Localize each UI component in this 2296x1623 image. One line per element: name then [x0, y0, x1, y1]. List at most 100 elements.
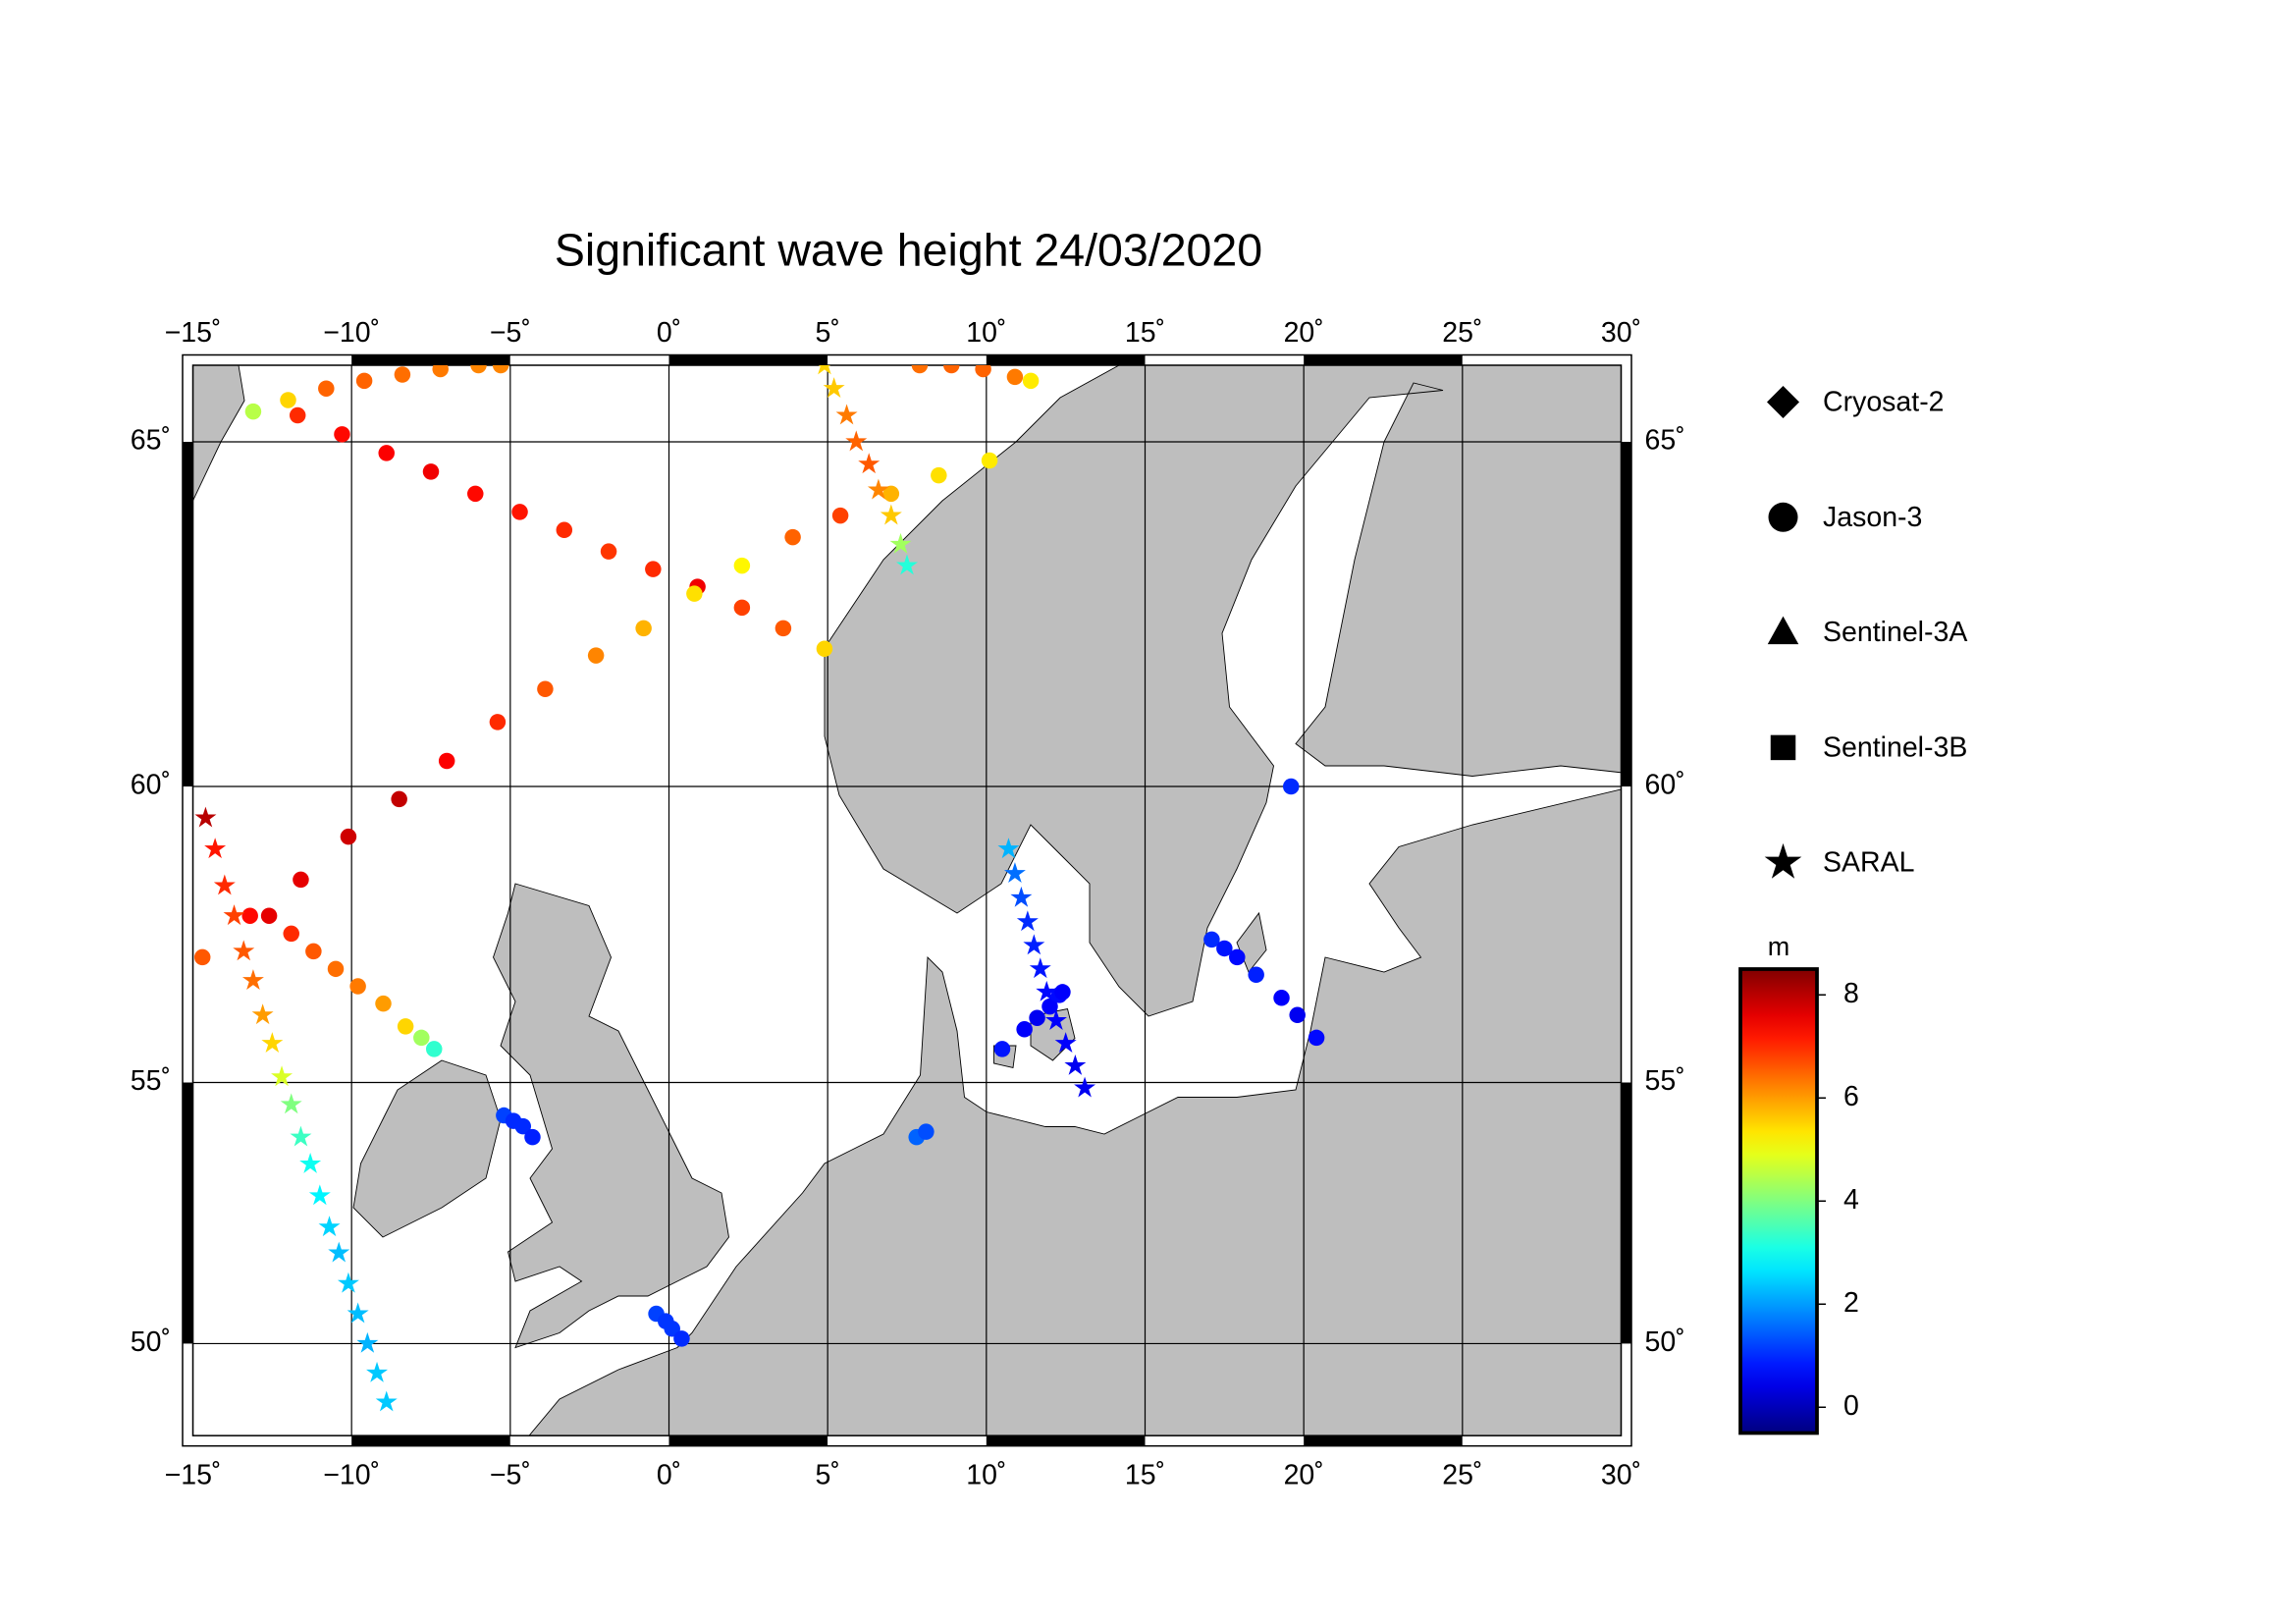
data-point: [422, 463, 440, 480]
data-point: [587, 647, 605, 664]
frame-band: [986, 354, 1146, 365]
data-point: [327, 960, 345, 978]
lon-tick-label: 30˚: [1601, 1460, 1641, 1491]
frame-band: [351, 354, 510, 365]
lon-tick-label: 15˚: [1125, 317, 1165, 349]
data-point: [880, 504, 902, 525]
data-point: [600, 543, 617, 560]
lat-tick-label: 50˚: [1645, 1326, 1685, 1358]
data-point: [537, 680, 554, 698]
legend-label: Sentinel-3B: [1823, 731, 1967, 763]
data-point: [438, 752, 455, 770]
legend-label: Cryosat-2: [1823, 387, 1945, 418]
lat-tick-label: 55˚: [131, 1065, 171, 1097]
data-point: [347, 1302, 369, 1324]
data-point: [1308, 1029, 1325, 1047]
scandinavia: [824, 365, 1622, 1017]
frame-band: [509, 354, 669, 365]
lon-tick-label: 5˚: [815, 317, 839, 349]
legend-label: Jason-3: [1823, 502, 1922, 533]
data-point: [290, 1125, 312, 1147]
data-point: [845, 430, 868, 452]
data-point: [289, 406, 306, 424]
lon-tick-label: 30˚: [1601, 317, 1641, 349]
data-point: [328, 1241, 350, 1263]
data-point: [918, 1123, 934, 1140]
data-point: [1273, 990, 1290, 1006]
frame-band: [1304, 1435, 1463, 1446]
data-point: [733, 557, 751, 574]
data-point: [318, 380, 335, 397]
lon-tick-label: 0˚: [657, 1460, 681, 1491]
data-point: [645, 561, 662, 577]
data-point: [1289, 1006, 1306, 1024]
tracks: [193, 365, 1325, 1412]
data-point: [280, 392, 296, 408]
data-point: [981, 452, 998, 469]
frame-band: [986, 1435, 1146, 1446]
data-point: [867, 478, 889, 500]
data-point: [413, 1029, 430, 1047]
lon-tick-label: −5˚: [490, 317, 531, 349]
lat-tick-label: 60˚: [131, 770, 171, 801]
data-point: [784, 528, 801, 546]
lon-tick-label: 15˚: [1125, 1460, 1165, 1491]
data-point: [823, 377, 845, 399]
frame: [182, 353, 1632, 1447]
data-point: [1054, 984, 1071, 1001]
frame-band: [183, 1343, 193, 1436]
colorbar-tick-label: 2: [1843, 1287, 1859, 1319]
frame-band: [1462, 354, 1622, 365]
frame-band: [1145, 354, 1305, 365]
data-point: [733, 599, 751, 617]
data-point: [334, 426, 350, 443]
data-point: [375, 995, 392, 1012]
frame-band: [828, 1435, 987, 1446]
colorbar-tick-label: 8: [1843, 978, 1859, 1009]
data-point: [673, 1330, 690, 1347]
data-point: [425, 1041, 443, 1057]
data-point: [975, 365, 991, 378]
data-point: [514, 1117, 532, 1135]
data-point: [260, 907, 278, 924]
frame-band: [183, 365, 193, 442]
colorbar-tick-label: 4: [1843, 1184, 1859, 1216]
data-point: [556, 521, 573, 539]
data-point: [375, 1390, 398, 1412]
data-point: [835, 404, 858, 425]
lon-tick-label: 25˚: [1442, 317, 1482, 349]
lon-tick-label: −10˚: [323, 317, 380, 349]
data-point: [244, 403, 262, 420]
data-point: [337, 1271, 359, 1293]
data-point: [1022, 372, 1040, 390]
legend-label: SARAL: [1823, 847, 1914, 879]
data-point: [1041, 998, 1058, 1015]
lat-tick-label: 50˚: [131, 1326, 171, 1358]
data-point: [194, 806, 217, 828]
data-point: [1282, 778, 1300, 795]
land: [192, 365, 1622, 1436]
lat-tick-label: 65˚: [1645, 425, 1685, 457]
frame-band: [183, 1082, 193, 1344]
lon-tick-label: 20˚: [1284, 317, 1324, 349]
colorbar-unit: m: [1768, 932, 1790, 961]
lon-tick-label: −15˚: [165, 317, 222, 349]
data-point: [858, 453, 881, 474]
data-point: [1029, 957, 1051, 979]
lat-tick-label: 65˚: [131, 425, 171, 457]
lat-tick-label: 55˚: [1645, 1065, 1685, 1097]
lon-tick-label: 25˚: [1442, 1460, 1482, 1491]
frame-band: [192, 1435, 352, 1446]
data-point: [305, 943, 322, 960]
frame-band: [183, 786, 193, 1083]
data-point: [889, 532, 912, 554]
lon-tick-label: −15˚: [165, 1460, 222, 1491]
frame-band: [1462, 1435, 1622, 1446]
frame-band: [1621, 1343, 1632, 1436]
lon-tick-label: −10˚: [323, 1460, 380, 1491]
data-point: [931, 466, 947, 484]
frame-band: [183, 441, 193, 787]
frame-band: [668, 1435, 828, 1446]
frame-band: [1621, 1082, 1632, 1344]
